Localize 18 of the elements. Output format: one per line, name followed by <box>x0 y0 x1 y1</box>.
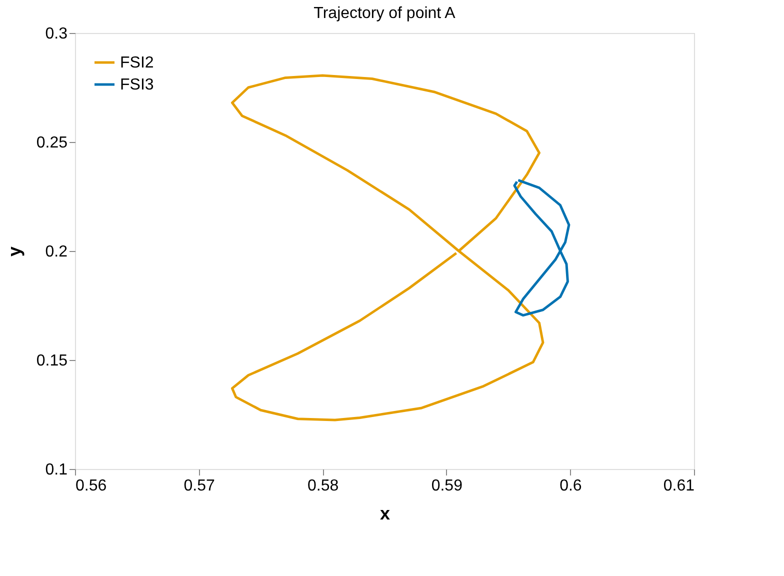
y-tick-label: 0.15 <box>36 352 68 370</box>
y-tick-label: 0.2 <box>45 244 68 260</box>
legend-label: FSI2 <box>120 54 154 72</box>
x-axis-title: x <box>380 504 390 524</box>
x-tick-label: 0.61 <box>663 478 695 494</box>
legend-label: FSI3 <box>120 76 154 94</box>
y-axis-title: y <box>4 246 24 257</box>
x-tick-label: 0.59 <box>431 478 463 494</box>
y-tick-label: 0.3 <box>45 26 68 42</box>
line-series <box>230 74 544 422</box>
y-tick-label: 0.25 <box>36 134 68 152</box>
x-tick-label: 0.56 <box>76 478 107 494</box>
x-tick-label: 0.6 <box>560 478 582 494</box>
line-series <box>513 178 570 317</box>
x-tick-label: 0.57 <box>184 478 215 494</box>
chart-title: Trajectory of point A <box>314 5 456 22</box>
x-tick-label: 0.58 <box>308 478 339 494</box>
y-tick-label: 0.1 <box>45 462 68 478</box>
